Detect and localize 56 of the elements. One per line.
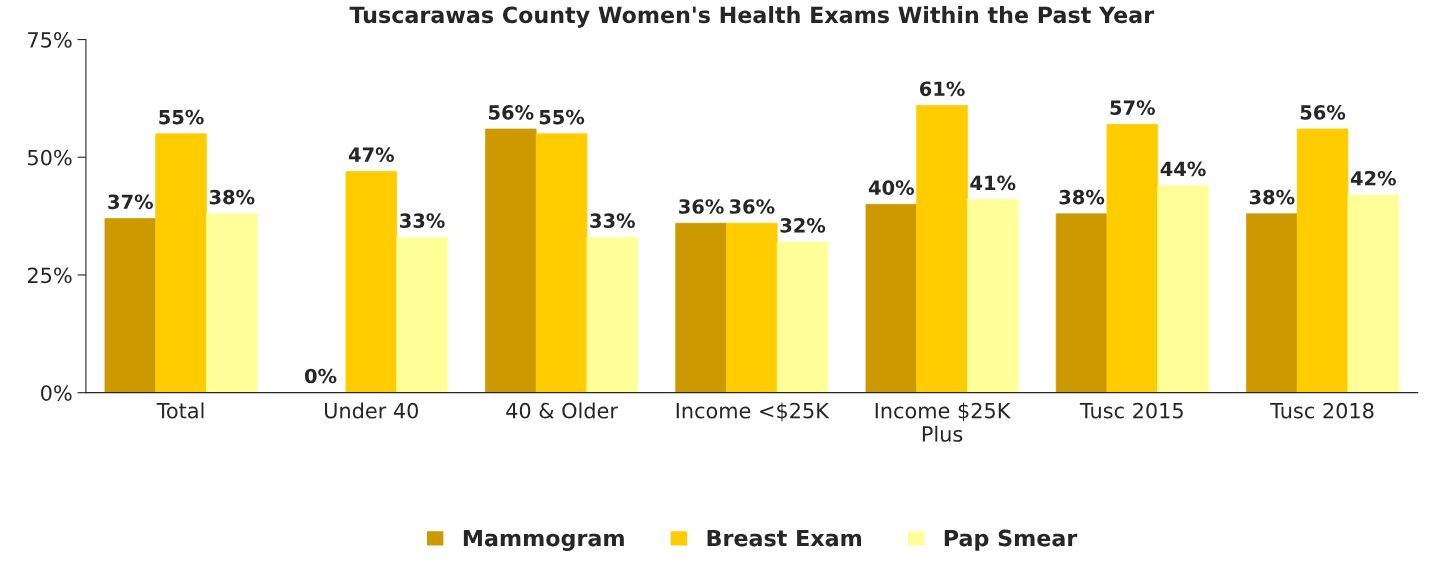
data-label: 56% xyxy=(489,104,534,120)
bar xyxy=(535,133,588,393)
chart-title: Tuscarawas County Women's Health Exams Within the Past Year xyxy=(349,6,1155,28)
data-label: 40% xyxy=(868,180,914,196)
data-label: 56% xyxy=(1300,104,1346,120)
x-tick-label: Total xyxy=(156,402,204,419)
data-label: 33% xyxy=(400,213,445,228)
data-label: 47% xyxy=(348,147,394,163)
x-tick-label: Tusc 2015 xyxy=(1079,402,1183,419)
data-label: 41% xyxy=(970,175,1016,191)
bar xyxy=(1347,194,1399,393)
data-label: 37% xyxy=(108,194,153,210)
data-label: 0% xyxy=(304,368,337,384)
data-label: 36% xyxy=(729,199,775,214)
legend-label: Mammogram xyxy=(463,529,624,551)
x-tick-label: Under 40 xyxy=(325,402,419,419)
bar xyxy=(396,236,448,393)
data-label: 32% xyxy=(780,217,826,233)
bar xyxy=(1106,123,1159,393)
bar xyxy=(726,222,778,393)
bar xyxy=(155,133,207,393)
y-tick-label: 0% xyxy=(41,385,72,401)
bar xyxy=(967,199,1019,393)
y-tick-label: 25% xyxy=(27,267,72,284)
data-label: 38% xyxy=(209,189,255,205)
data-label: 42% xyxy=(1350,170,1396,186)
data-label: 44% xyxy=(1160,161,1206,177)
legend-label: Pap Smear xyxy=(944,529,1078,551)
data-label: 55% xyxy=(159,109,204,125)
data-label: 38% xyxy=(1059,189,1105,205)
bar xyxy=(865,203,918,393)
x-tick-label: 40 & Older xyxy=(506,402,618,419)
x-tick-label: Income $25K Plus xyxy=(875,402,1011,442)
x-tick-label: Tusc 2018 xyxy=(1270,402,1374,419)
bar xyxy=(916,105,968,393)
data-label: 55% xyxy=(539,109,585,125)
bar xyxy=(1296,128,1349,393)
data-label: 33% xyxy=(590,213,635,228)
data-label: 61% xyxy=(919,81,965,97)
bar xyxy=(1157,185,1209,393)
bar xyxy=(345,171,398,393)
bar xyxy=(206,213,258,393)
data-label: 38% xyxy=(1249,189,1295,205)
bar xyxy=(675,222,727,393)
x-tick-label: Income <$25K xyxy=(676,402,830,422)
bar xyxy=(1246,213,1298,393)
legend-label: Breast Exam xyxy=(707,529,862,547)
bar xyxy=(776,241,829,393)
data-label: 57% xyxy=(1110,100,1155,115)
y-tick-label: 50% xyxy=(28,149,72,166)
bar xyxy=(586,236,638,393)
bar xyxy=(485,128,537,393)
data-label: 36% xyxy=(679,199,724,214)
bar xyxy=(104,218,157,393)
y-tick-label: 75% xyxy=(28,32,72,48)
bar xyxy=(1055,213,1108,393)
